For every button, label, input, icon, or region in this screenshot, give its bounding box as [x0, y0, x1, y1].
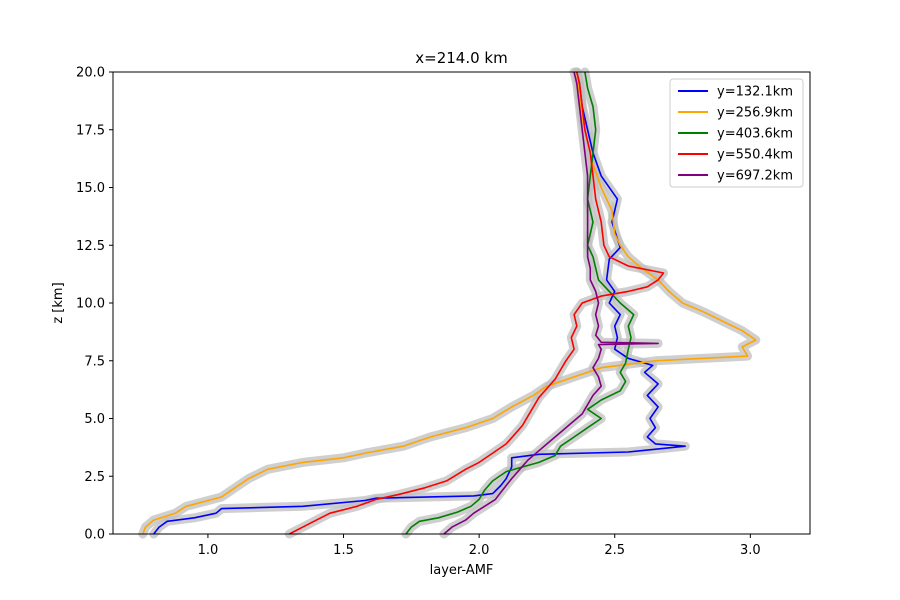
x-tick-label: 1.5 — [333, 543, 354, 558]
y-tick-label: 12.5 — [76, 239, 105, 254]
x-tick-label: 2.0 — [469, 543, 490, 558]
y-tick-label: 7.5 — [84, 354, 105, 369]
y-tick-label: 5.0 — [84, 412, 105, 427]
legend-entry: y=256.9km — [717, 106, 793, 121]
y-tick-label: 20.0 — [76, 66, 105, 81]
y-axis-ticks: 0.0 2.5 5.0 7.5 10.0 12.5 15.0 17.5 20.0 — [76, 66, 113, 543]
x-axis-ticks: 1.0 1.5 2.0 2.5 3.0 — [198, 534, 761, 558]
series-lines — [142, 71, 757, 535]
y-axis-label: z [km] — [51, 282, 66, 323]
x-tick-label: 1.0 — [198, 543, 219, 558]
x-tick-label: 2.5 — [604, 543, 625, 558]
y-tick-label: 17.5 — [76, 123, 105, 138]
series-line-3 — [405, 71, 635, 535]
x-tick-label: 3.0 — [740, 543, 761, 558]
legend-box — [669, 78, 804, 188]
chart-title: x=214.0 km — [415, 49, 507, 67]
legend-entry: y=403.6km — [717, 127, 793, 142]
legend-entry: y=550.4km — [717, 148, 793, 163]
x-axis-label: layer-AMF — [430, 563, 494, 578]
series-line-5 — [443, 71, 659, 535]
legend: y=132.1km y=256.9km y=403.6km y=550.4km y=69… — [669, 78, 804, 188]
y-tick-label: 10.0 — [76, 297, 105, 312]
series-line-4 — [288, 71, 665, 535]
series-line-2 — [142, 71, 757, 535]
y-tick-label: 15.0 — [76, 181, 105, 196]
y-tick-label: 0.0 — [84, 528, 105, 543]
legend-entry: y=132.1km — [717, 85, 793, 100]
legend-entry: y=697.2km — [717, 169, 793, 184]
y-tick-label: 2.5 — [84, 470, 105, 485]
